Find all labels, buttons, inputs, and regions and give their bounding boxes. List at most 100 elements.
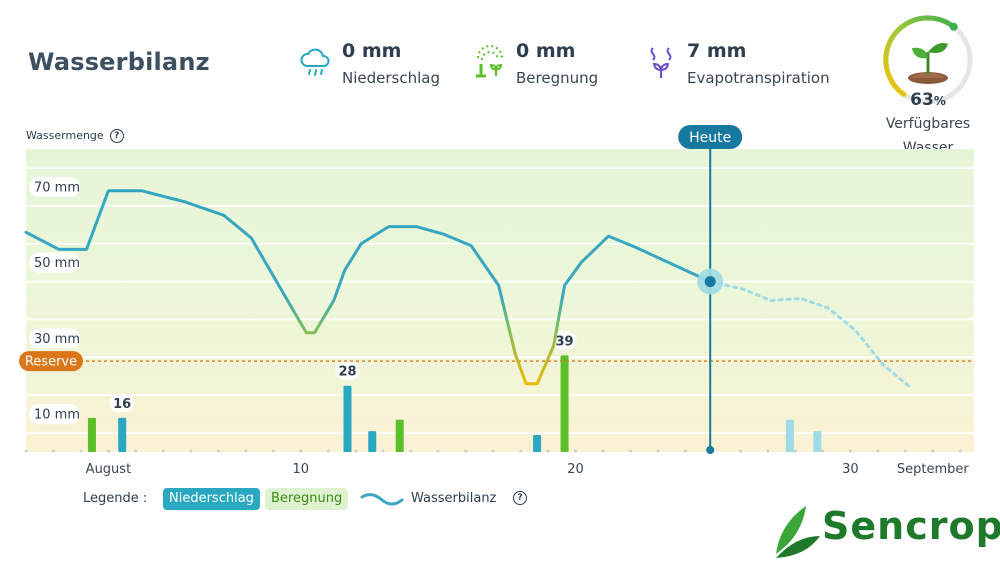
available-water-gauge	[883, 15, 973, 105]
forecast-rain-bar	[785, 419, 794, 452]
bar-label-pill	[335, 361, 360, 380]
x-tick-dot	[52, 449, 55, 453]
x-tick-dot	[793, 449, 797, 453]
x-tick-dot	[739, 449, 742, 453]
x-tick-dot	[189, 449, 193, 453]
legend-title: Legende :	[83, 491, 148, 506]
x-tick-dot	[326, 449, 330, 453]
today-point	[704, 276, 716, 288]
evaporation-icon	[650, 47, 672, 78]
bar-label: 39	[556, 334, 574, 349]
balance-forecast-line	[708, 280, 913, 390]
y-tick-label: 70 mm	[34, 180, 80, 195]
help-icon[interactable]: ?	[109, 129, 124, 143]
today-badge	[678, 125, 743, 149]
irrigation-bar	[560, 355, 569, 452]
bar-label: 16	[113, 397, 131, 412]
sencrop-leaf-icon	[776, 506, 820, 558]
x-tick-dot	[546, 449, 550, 453]
sprinkler-icon	[476, 45, 503, 78]
x-tick-label: 20	[567, 462, 584, 477]
x-tick-dot	[216, 449, 220, 453]
x-tick-label: September	[897, 462, 970, 477]
x-tick-dot	[79, 449, 83, 453]
rain-bar	[118, 417, 127, 452]
y-tick-label: 30 mm	[34, 332, 80, 347]
x-tick-dot	[24, 449, 28, 453]
x-tick-label: 30	[842, 462, 859, 477]
x-tick-dot	[601, 449, 605, 453]
x-tick-dot	[381, 449, 385, 453]
stat-label: Evapotranspiration	[687, 69, 830, 87]
x-tick-dot	[161, 449, 165, 453]
irrigation-bar	[395, 419, 404, 452]
legend-irrigation: Beregnung	[265, 488, 349, 510]
legend-balance: Wasserbilanz	[411, 491, 497, 506]
balance-series-line	[24, 189, 712, 386]
x-tick-dot	[436, 449, 440, 453]
x-tick-label: 10	[293, 462, 310, 477]
x-tick-dot	[464, 449, 468, 453]
x-tick-dot	[271, 449, 275, 453]
x-tick-dot	[958, 449, 962, 453]
x-tick-dot	[629, 449, 632, 453]
plot-background	[26, 149, 974, 452]
x-tick-dot	[519, 449, 523, 453]
y-tick-pill	[29, 176, 80, 197]
logo-text: Sencrop	[822, 504, 1000, 548]
bars: 39 16 28	[87, 331, 822, 452]
sencrop-logo: Sencrop	[770, 498, 1000, 562]
x-tick-label: August	[86, 462, 132, 477]
forecast-rain-bar	[813, 431, 822, 452]
bar-label-pill	[110, 393, 135, 412]
stat-label: Beregnung	[516, 69, 599, 87]
stat-label: Niederschlag	[342, 69, 440, 87]
rain-cloud-icon	[300, 48, 330, 76]
bar-label-pill	[552, 331, 577, 350]
legend-rain: Niederschlag	[163, 488, 260, 510]
stat-value: 7 mm	[687, 40, 747, 62]
y-tick-pill	[29, 252, 80, 273]
x-tick-dot	[931, 449, 935, 453]
help-icon[interactable]: ?	[513, 491, 527, 505]
page-title: Wasserbilanz	[28, 48, 210, 76]
x-tick-dot	[821, 449, 825, 453]
irrigation-bar	[87, 417, 96, 452]
today-label: Heute	[689, 130, 731, 146]
today-base-dot	[706, 446, 715, 454]
x-tick-dot	[848, 449, 852, 453]
x-tick-dot	[684, 449, 687, 453]
x-tick-dot	[354, 449, 358, 453]
gauge-percent: 63%	[910, 90, 946, 110]
reserve-line: Reserve	[19, 351, 974, 372]
rain-bar	[533, 434, 542, 452]
legend-balance-line-icon	[360, 493, 404, 506]
x-tick-dot	[491, 449, 495, 453]
y-tick-label: 10 mm	[34, 408, 80, 423]
reserve-badge	[19, 351, 83, 372]
x-tick-dot	[903, 449, 907, 453]
x-tick-labels: August 10 20 30 September	[24, 449, 970, 477]
stat-value: 0 mm	[342, 40, 402, 62]
balance-lines	[24, 189, 913, 390]
x-tick-dot	[107, 449, 110, 453]
y-tick-labels: 10 mm 30 mm 50 mm 70 mm	[29, 176, 80, 425]
today-marker: Heute	[678, 125, 743, 454]
y-tick-label: 50 mm	[34, 256, 80, 271]
x-tick-dot	[244, 449, 248, 453]
stat-value: 0 mm	[516, 40, 576, 62]
x-tick-dot	[574, 449, 577, 453]
x-tick-dot	[766, 449, 770, 453]
sprout-icon	[908, 43, 948, 84]
reserve-label: Reserve	[25, 355, 77, 370]
rain-bar	[368, 431, 377, 452]
y-tick-pill	[29, 404, 80, 425]
y-axis-label: Wassermenge?	[26, 129, 124, 143]
x-tick-dot	[134, 449, 138, 453]
x-tick-dot	[876, 449, 880, 453]
x-tick-dot	[409, 449, 413, 453]
y-tick-pill	[29, 328, 80, 349]
bar-label: 28	[338, 365, 356, 380]
x-tick-dot	[299, 449, 303, 453]
